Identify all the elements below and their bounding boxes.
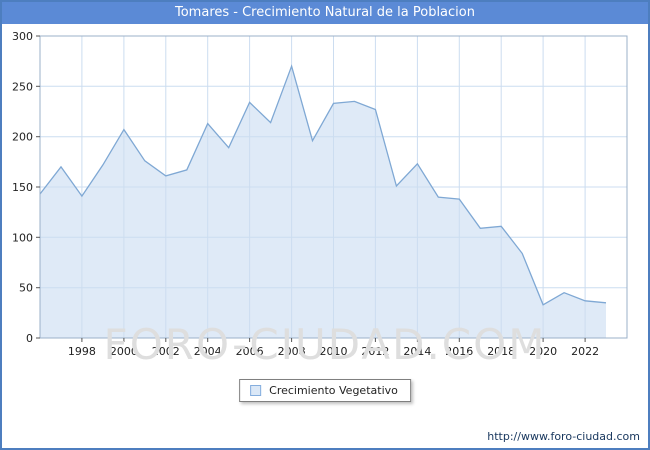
legend-swatch-icon: [250, 385, 262, 396]
x-tick-label: 2004: [194, 345, 222, 358]
x-tick-label: 2010: [320, 345, 348, 358]
x-tick-label: 2014: [403, 345, 431, 358]
y-tick-label: 100: [12, 231, 33, 244]
x-tick-label: 2006: [236, 345, 264, 358]
y-tick-label: 250: [12, 80, 33, 93]
series-line: [39, 64, 607, 306]
x-tick-label: 2012: [361, 345, 389, 358]
y-tick-label: 150: [12, 181, 33, 194]
area-fill: [40, 66, 606, 338]
legend: Crecimiento Vegetativo: [239, 379, 411, 402]
y-tick-label: 200: [12, 131, 33, 144]
x-tick-label: 2016: [445, 345, 473, 358]
area-chart: 0 50 100 150 200 250 300 1998 2000 2002 2004 2006 20…: [12, 30, 628, 358]
x-tick-label: 2000: [110, 345, 138, 358]
legend-label: Crecimiento Vegetativo: [269, 384, 398, 397]
x-tick-label: 2022: [571, 345, 599, 358]
x-tick-label: 2002: [152, 345, 180, 358]
footer-url[interactable]: http://www.foro-ciudad.com: [487, 430, 640, 443]
axis-labels: 0 50 100 150 200 250 300 1998 2000 2002 2004 2006 20…: [12, 30, 599, 358]
x-tick-label: 1998: [68, 345, 96, 358]
y-tick-label: 300: [12, 30, 33, 43]
y-tick-label: 0: [26, 332, 33, 345]
chart-title: Tomares - Crecimiento Natural de la Pobl…: [2, 2, 648, 24]
axis-ticks: [36, 35, 586, 342]
x-tick-label: 2020: [529, 345, 557, 358]
x-tick-label: 2008: [278, 345, 306, 358]
x-tick-label: 2018: [487, 345, 515, 358]
y-tick-label: 50: [19, 282, 33, 295]
